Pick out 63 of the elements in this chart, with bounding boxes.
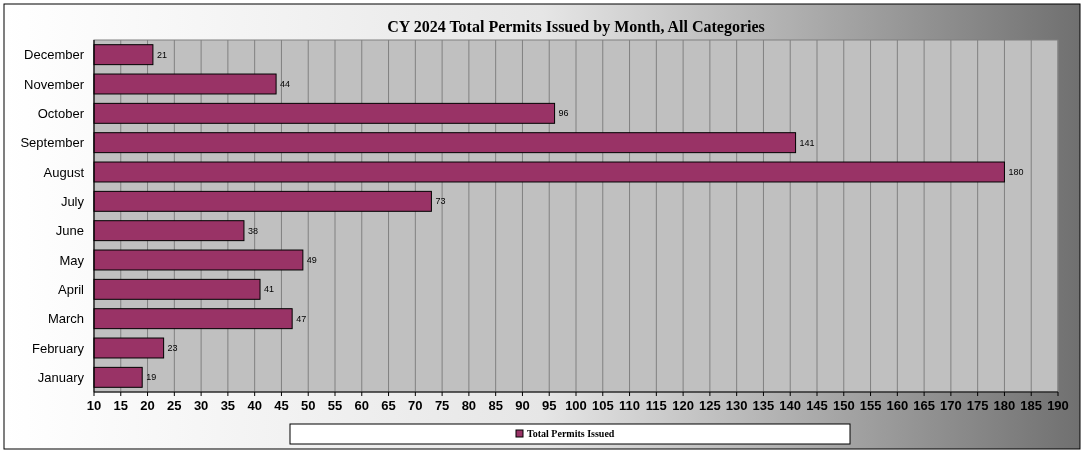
x-tick-label: 110: [619, 398, 641, 413]
data-label: 44: [280, 79, 291, 90]
x-tick-label: 20: [140, 398, 155, 413]
data-label: 180: [1008, 167, 1024, 178]
data-label: 38: [247, 225, 258, 236]
x-tick-label: 80: [461, 398, 477, 413]
y-tick-label: February: [31, 340, 85, 356]
y-tick-label: October: [37, 105, 85, 121]
data-label: 73: [435, 196, 446, 207]
chart-title: CY 2024 Total Permits Issued by Month, All Categories: [387, 18, 765, 36]
x-tick-label: 10: [86, 398, 102, 413]
data-label: 49: [306, 255, 317, 266]
x-tick-label: 175: [966, 398, 989, 413]
x-tick-label: 45: [274, 398, 289, 413]
data-label: 19: [146, 372, 157, 383]
y-tick-label: July: [60, 193, 85, 209]
x-tick-label: 105: [591, 398, 614, 413]
x-tick-label: 30: [193, 398, 209, 413]
y-tick-label: May: [59, 252, 85, 268]
legend-label: Total Permits Issued: [527, 428, 615, 439]
y-tick-label: September: [20, 135, 85, 151]
x-tick-label: 150: [832, 398, 855, 413]
x-tick-label: 100: [565, 398, 587, 413]
x-tick-label: 135: [752, 398, 775, 413]
x-tick-label: 160: [886, 398, 909, 413]
x-tick-label: 40: [247, 398, 262, 413]
x-tick-label: 185: [1020, 398, 1043, 413]
x-tick-label: 130: [725, 398, 748, 413]
y-tick-label: January: [37, 369, 85, 385]
x-tick-label: 165: [913, 398, 935, 413]
y-tick-label: December: [24, 47, 85, 63]
x-tick-label: 65: [381, 398, 396, 413]
x-tick-label: 140: [779, 398, 802, 413]
x-tick-label: 115: [645, 398, 667, 413]
x-tick-label: 170: [940, 398, 962, 413]
y-tick-label: April: [57, 281, 85, 297]
data-label: 96: [558, 108, 569, 119]
x-tick-label: 55: [327, 398, 343, 413]
data-label: 41: [264, 284, 275, 295]
x-tick-label: 155: [859, 398, 882, 413]
data-label: 141: [799, 137, 815, 148]
data-label: 23: [167, 343, 178, 354]
y-tick-label: November: [24, 76, 85, 92]
x-tick-label: 125: [699, 398, 721, 413]
x-tick-label: 90: [515, 398, 530, 413]
data-label: 47: [296, 313, 307, 324]
x-tick-label: 180: [993, 398, 1016, 413]
y-tick-label: June: [55, 223, 84, 239]
y-tick-label: March: [47, 311, 84, 327]
x-tick-label: 15: [113, 398, 129, 413]
x-tick-label: 70: [408, 398, 423, 413]
x-tick-label: 50: [300, 398, 316, 413]
x-tick-label: 60: [354, 398, 370, 413]
x-tick-label: 120: [672, 398, 694, 413]
y-tick-label: August: [43, 164, 85, 180]
x-tick-label: 85: [488, 398, 503, 413]
x-tick-label: 95: [541, 398, 557, 413]
x-tick-label: 190: [1047, 398, 1069, 413]
x-tick-label: 25: [167, 398, 182, 413]
x-tick-label: 35: [220, 398, 236, 413]
data-label: 21: [156, 49, 167, 60]
x-tick-label: 75: [434, 398, 450, 413]
x-tick-label: 145: [806, 398, 828, 413]
